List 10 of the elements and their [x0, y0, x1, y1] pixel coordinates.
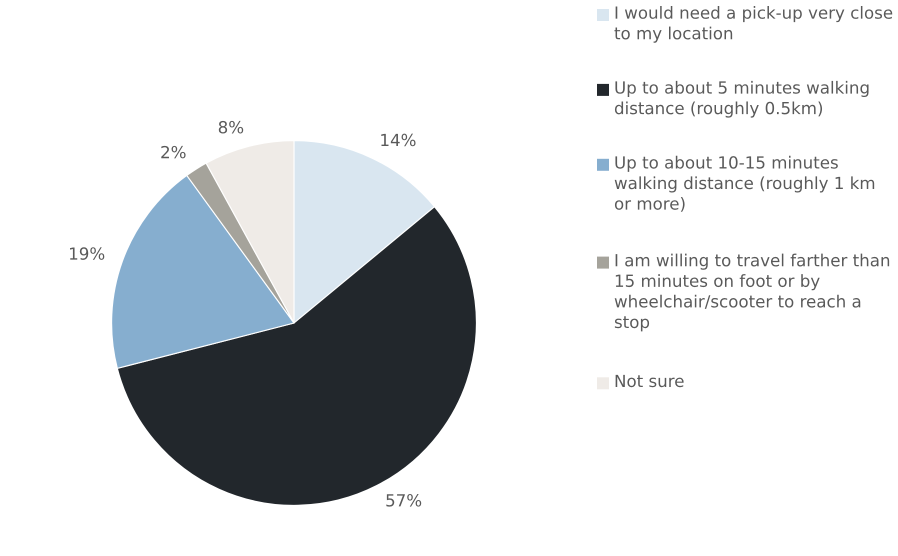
- data-label: 57%: [386, 494, 422, 507]
- legend-label: I would need a pick-up very close to my location: [614, 6, 892, 43]
- data-label: 2%: [161, 146, 186, 158]
- data-label: 8%: [218, 120, 244, 134]
- legend-label: Up to about 5 minutes walking distance (roughly 0.5km): [614, 80, 869, 118]
- data-label: 19%: [70, 247, 104, 260]
- legend-label: I am willing to travel farther than 15 minutes on foot or by wheelchair/scooter to reach a stop: [614, 254, 890, 332]
- legend-label: Not sure: [616, 374, 684, 388]
- data-label: 14%: [381, 134, 416, 146]
- legend-label: Up to about 10-15 minutes walking distance (roughly 1 km or more): [614, 156, 874, 212]
